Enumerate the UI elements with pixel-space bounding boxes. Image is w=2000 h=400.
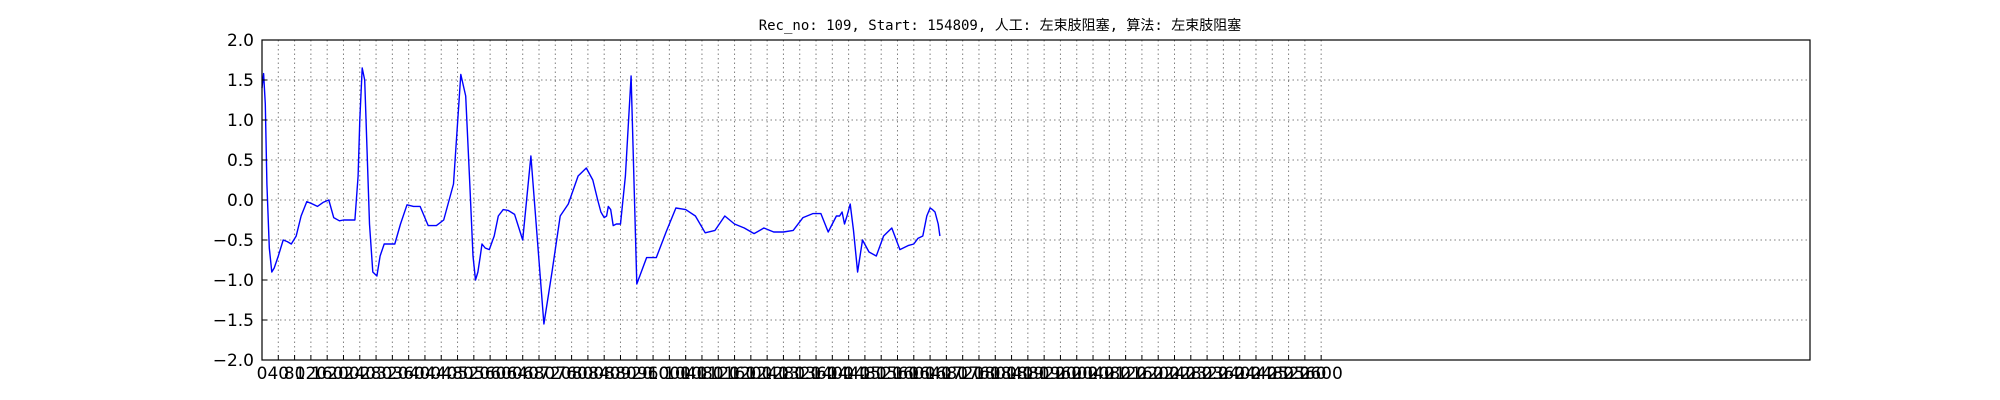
x-tick-label: 360 (392, 364, 424, 384)
x-tick-label: 720 (539, 364, 571, 384)
y-tick-label: 0.0 (227, 191, 254, 211)
x-tick-label: 400 (409, 364, 441, 384)
x-tick-label: 200 (327, 364, 359, 384)
x-tick-label: 2280 (1169, 364, 1212, 384)
x-tick-label: 1520 (860, 364, 903, 384)
x-tick-label: 1960 (1039, 364, 1082, 384)
x-tick-label: 1440 (827, 364, 870, 384)
x-tick-label: 1640 (908, 364, 951, 384)
x-tick-label: 1920 (1023, 364, 1066, 384)
x-tick-label: 160 (311, 364, 343, 384)
x-tick-label: 1800 (974, 364, 1017, 384)
x-tick-label: 1760 (957, 364, 1000, 384)
x-tick-label: 1080 (680, 364, 723, 384)
x-axis: 0 408012016020024028032036040044048052056… (257, 355, 1343, 384)
x-tick-label: 680 (523, 364, 555, 384)
x-tick-label: 1720 (941, 364, 984, 384)
x-tick-label: 40 (267, 364, 289, 384)
x-tick-label: 2200 (1137, 364, 1180, 384)
x-tick-label: 2360 (1202, 364, 1245, 384)
y-tick-label: −0.5 (213, 231, 254, 251)
ecg-series-line (261, 67, 941, 325)
x-tick-label: 1240 (746, 364, 789, 384)
x-tick-label: 1280 (762, 364, 805, 384)
x-tick-label: 2080 (1088, 364, 1131, 384)
x-tick-label: 600 (490, 364, 522, 384)
x-tick-label: 2480 (1251, 364, 1294, 384)
x-tick-label: 960 (637, 364, 669, 384)
x-tick-label: 1480 (843, 364, 886, 384)
x-tick-label: 520 (458, 364, 490, 384)
x-tick-label: 2120 (1104, 364, 1147, 384)
y-tick-label: −1.0 (213, 271, 254, 291)
x-tick-label: 2320 (1185, 364, 1228, 384)
x-tick-label: 2560 (1283, 364, 1326, 384)
x-tick-label: 440 (425, 364, 457, 384)
x-tick-label: 2040 (1071, 364, 1114, 384)
y-tick-label: 1.0 (227, 111, 254, 131)
y-tick-label: −2.0 (213, 351, 254, 371)
x-tick-label: 1040 (664, 364, 707, 384)
series-layer (261, 67, 941, 325)
x-tick-label: 1160 (713, 364, 756, 384)
grid (262, 40, 1810, 360)
x-tick-label: 120 (295, 364, 327, 384)
x-tick-label: 80 (284, 364, 306, 384)
y-axis: −2.0 −1.5 −1.0 −0.5 0.0 0.5 1.0 1.5 2.0 (213, 31, 267, 371)
x-tick-label: 560 (474, 364, 506, 384)
x-tick-label: 1680 (925, 364, 968, 384)
x-tick-label: 2160 (1120, 364, 1163, 384)
x-tick-label: 1000 (648, 364, 691, 384)
x-tick-label: 1400 (811, 364, 854, 384)
x-tick-label: 2520 (1267, 364, 1310, 384)
chart-title: Rec_no: 109, Start: 154809, 人工: 左束肢阻塞, 算… (759, 17, 1242, 34)
x-tick-label: 2600 (1300, 364, 1343, 384)
x-tick-label: 760 (555, 364, 587, 384)
x-tick-label: 1120 (697, 364, 740, 384)
x-tick-label: 1360 (794, 364, 837, 384)
x-tick-label: 1560 (876, 364, 919, 384)
x-tick-label: 1880 (1006, 364, 1049, 384)
x-tick-label: 1200 (729, 364, 772, 384)
x-tick-label: 840 (588, 364, 620, 384)
x-tick-label: 2240 (1153, 364, 1196, 384)
x-tick-label: 920 (621, 364, 653, 384)
x-tick-label: 880 (604, 364, 636, 384)
x-tick-label: 2400 (1218, 364, 1261, 384)
x-tick-label: 2440 (1234, 364, 1277, 384)
y-tick-label: 1.5 (227, 71, 254, 91)
x-tick-label: 640 (506, 364, 538, 384)
x-tick-label: 240 (344, 364, 376, 384)
y-tick-label: 0.5 (227, 151, 254, 171)
x-tick-label: 1320 (778, 364, 821, 384)
y-tick-label: −1.5 (213, 311, 254, 331)
x-tick-label: 0 (257, 364, 268, 384)
x-tick-label: 280 (360, 364, 392, 384)
x-tick-label: 320 (376, 364, 408, 384)
x-tick-label: 1840 (990, 364, 1033, 384)
x-tick-label: 480 (441, 364, 473, 384)
x-tick-label: 800 (572, 364, 604, 384)
y-tick-label: 2.0 (227, 31, 254, 51)
x-tick-label: 2000 (1055, 364, 1098, 384)
x-tick-label: 1600 (892, 364, 935, 384)
